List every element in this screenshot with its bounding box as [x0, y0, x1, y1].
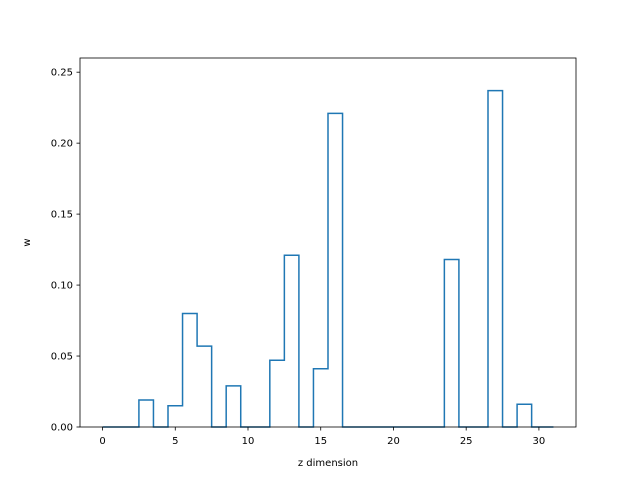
y-tick-label: 0.20: [51, 139, 73, 150]
x-tick-label: 20: [387, 436, 400, 447]
x-tick-label: 15: [314, 436, 327, 447]
y-axis: 0.00 0.05 0.10 0.15 0.20 0.25: [51, 68, 80, 434]
x-tick-label: 30: [533, 436, 546, 447]
y-tick-label: 0.05: [51, 352, 73, 363]
x-tick-label: 0: [99, 436, 105, 447]
x-axis: 0 5 10 15 20 25 30: [99, 427, 545, 447]
axes-frame: [79, 57, 577, 428]
y-tick-label: 0.00: [51, 423, 73, 434]
y-axis-label: w: [22, 238, 33, 246]
y-tick-label: 0.15: [51, 210, 73, 221]
x-tick-label: 10: [242, 436, 255, 447]
x-tick-label: 25: [460, 436, 473, 447]
y-tick-label: 0.10: [51, 281, 73, 292]
x-axis-label: z dimension: [298, 458, 358, 469]
y-tick-label: 0.25: [51, 68, 73, 79]
x-tick-label: 5: [172, 436, 178, 447]
